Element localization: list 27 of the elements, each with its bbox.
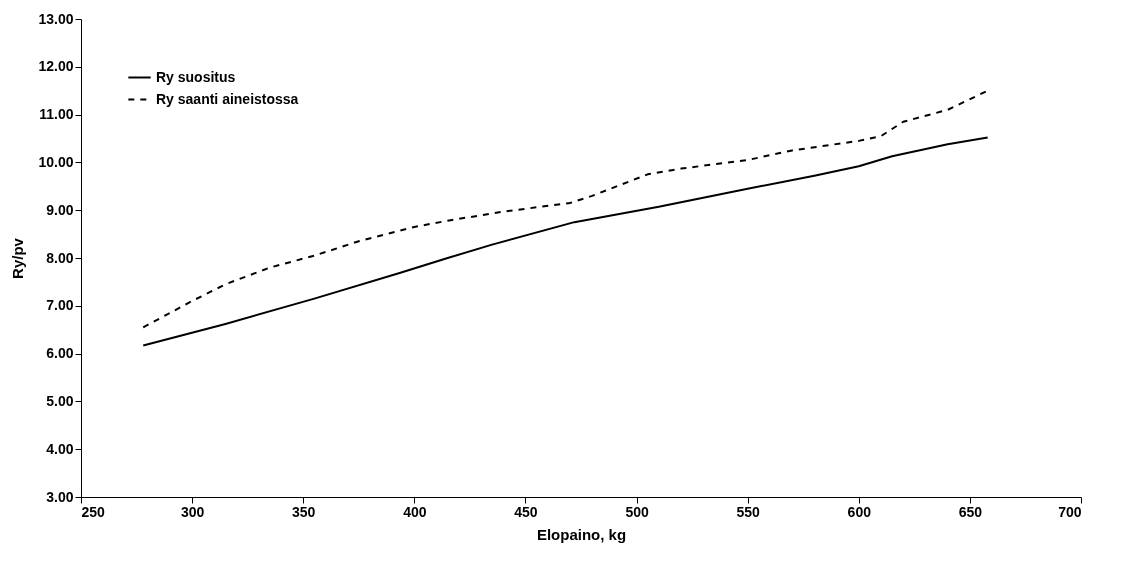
y-tick-label: 5.00 (46, 392, 74, 409)
x-tick-label: 500 (625, 503, 649, 520)
x-tick-label: 600 (847, 503, 872, 520)
y-tick-label: 11.00 (39, 106, 74, 123)
y-tick-label: 7.00 (46, 297, 74, 314)
x-tick-label: 300 (180, 503, 205, 520)
y-tick-label: 3.00 (46, 488, 74, 505)
y-tick-label: 10.00 (38, 153, 74, 170)
y-tick-label: 13.00 (38, 10, 74, 27)
y-tick-label: 6.00 (46, 345, 74, 362)
y-tick-label: 9.00 (46, 201, 74, 218)
y-tick-label: 8.00 (46, 249, 74, 266)
line-series (142, 89, 989, 329)
x-axis-title: Elopaino, kg (536, 525, 627, 543)
x-tick-label: 550 (736, 503, 761, 520)
x-tick-label: 650 (958, 503, 983, 520)
y-tick-label: 4.00 (46, 440, 74, 457)
legend-label: Ry saanti aineistossa (156, 90, 299, 107)
line-series (142, 136, 989, 347)
x-tick-label: 350 (292, 503, 316, 520)
y-axis-title: Ry/pv (9, 237, 27, 279)
x-tick-label: 450 (514, 503, 538, 520)
x-tick-label: 250 (81, 503, 106, 520)
x-tick-label: 700 (1058, 503, 1082, 520)
legend-label: Ry suositus (156, 68, 236, 85)
y-tick-label: 12.00 (38, 58, 74, 75)
x-tick-label: 400 (403, 503, 427, 520)
